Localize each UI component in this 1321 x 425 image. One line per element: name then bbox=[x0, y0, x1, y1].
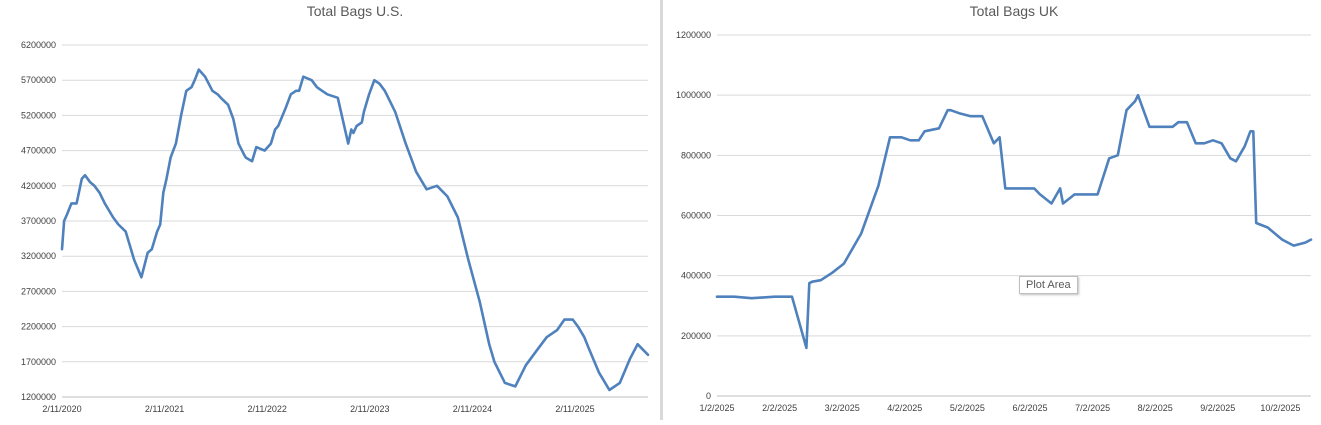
y-tick-label: 4700000 bbox=[21, 146, 56, 156]
x-tick-label: 2/11/2020 bbox=[42, 404, 81, 414]
y-tick-label: 1700000 bbox=[21, 357, 56, 367]
y-tick-label: 800000 bbox=[681, 150, 711, 160]
y-tick-label: 1000000 bbox=[676, 90, 711, 100]
y-tick-label: 5700000 bbox=[21, 75, 56, 85]
us-chart: Total Bags U.S. 1200000 1700000 2200000 2700… bbox=[21, 3, 650, 414]
y-tick-label: 6200000 bbox=[21, 40, 56, 50]
x-tick-label: 1/2/2025 bbox=[699, 403, 734, 413]
x-tick-label: 7/2/2025 bbox=[1075, 403, 1110, 413]
x-tick-label: 2/11/2025 bbox=[555, 404, 594, 414]
y-tick-label: 1200000 bbox=[21, 392, 56, 402]
uk-chart-panel: Total Bags UK 0 200000 400000 600000 800000 10… bbox=[665, 0, 1321, 420]
y-tick-label: 3200000 bbox=[21, 251, 56, 261]
x-tick-label: 2/2/2025 bbox=[762, 403, 797, 413]
x-tick-label: 4/2/2025 bbox=[887, 403, 922, 413]
x-tick-label: 6/2/2025 bbox=[1012, 403, 1047, 413]
y-tick-label: 3700000 bbox=[21, 216, 56, 226]
x-tick-label: 9/2/2025 bbox=[1200, 403, 1235, 413]
x-tick-label: 2/11/2021 bbox=[145, 404, 184, 414]
y-tick-label: 600000 bbox=[681, 211, 711, 221]
x-tick-label: 10/2/2025 bbox=[1260, 403, 1300, 413]
chart-title: Total Bags U.S. bbox=[307, 3, 404, 19]
y-tick-label: 1200000 bbox=[676, 30, 711, 40]
panel-divider bbox=[660, 0, 663, 420]
y-tick-label: 5200000 bbox=[21, 110, 56, 120]
chart-title: Total Bags UK bbox=[970, 3, 1059, 19]
series-line bbox=[60, 68, 650, 392]
y-tick-label: 400000 bbox=[681, 271, 711, 281]
series-line bbox=[715, 93, 1313, 350]
x-tick-label: 3/2/2025 bbox=[825, 403, 860, 413]
uk-chart: Total Bags UK 0 200000 400000 600000 800000 10… bbox=[676, 3, 1313, 413]
y-tick-label: 2200000 bbox=[21, 322, 56, 332]
x-tick-label: 8/2/2025 bbox=[1138, 403, 1173, 413]
x-tick-label: 2/11/2023 bbox=[350, 404, 389, 414]
x-tick-label: 2/11/2022 bbox=[248, 404, 287, 414]
x-tick-label: 5/2/2025 bbox=[950, 403, 985, 413]
us-chart-panel: Total Bags U.S. 1200000 1700000 2200000 2700… bbox=[0, 0, 658, 420]
y-tick-label: 0 bbox=[706, 391, 711, 401]
plot-area-tooltip: Plot Area bbox=[1019, 276, 1078, 294]
y-tick-label: 4200000 bbox=[21, 181, 56, 191]
y-tick-label: 200000 bbox=[681, 331, 711, 341]
y-tick-label: 2700000 bbox=[21, 286, 56, 296]
x-tick-label: 2/11/2024 bbox=[453, 404, 492, 414]
